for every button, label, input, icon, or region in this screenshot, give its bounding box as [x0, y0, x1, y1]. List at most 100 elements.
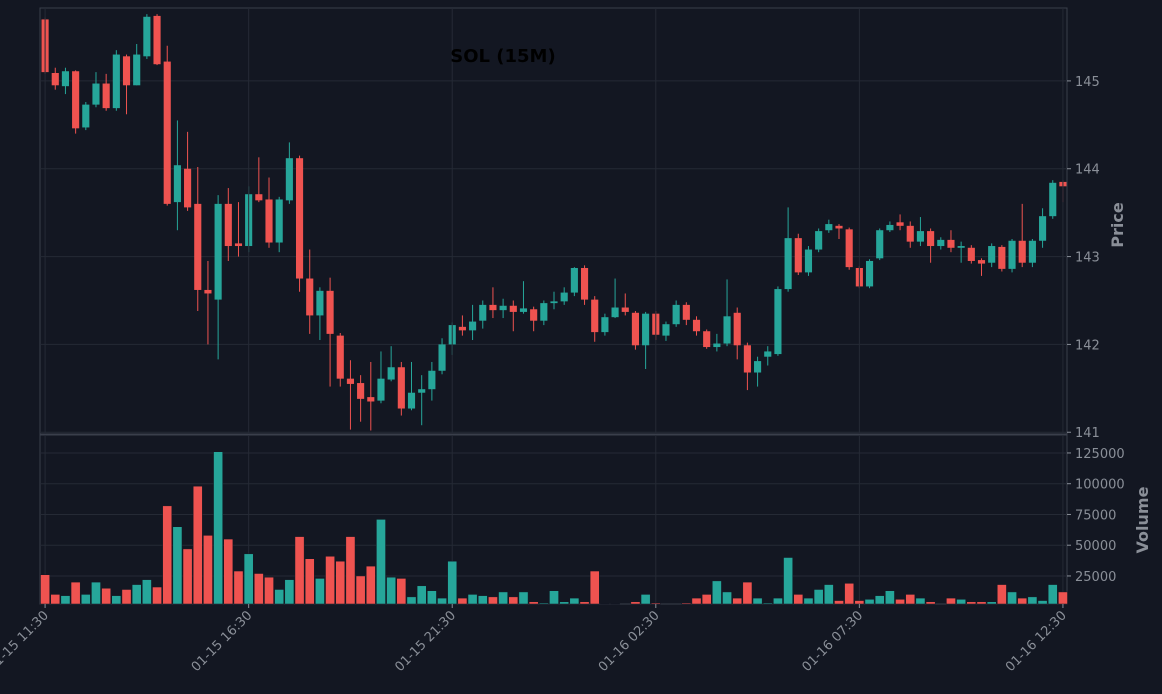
x-tick-label: 01-16 12:30 — [1003, 608, 1070, 675]
candle-body — [1018, 240, 1026, 263]
volume-bar — [233, 570, 244, 605]
volume-bar — [203, 535, 213, 605]
volume-bar — [630, 601, 641, 605]
x-tick-label: 01-16 02:30 — [596, 608, 663, 675]
candle-body — [469, 321, 477, 331]
volume-bar — [722, 591, 732, 605]
candle-body — [51, 72, 59, 86]
volume-bar — [650, 602, 661, 605]
volume-bar — [101, 588, 111, 605]
candle-body — [611, 307, 619, 318]
volume-bar — [915, 597, 926, 605]
volume-bar — [243, 553, 254, 605]
candle-body — [927, 231, 935, 247]
candle-body — [336, 335, 344, 379]
volume-bar — [681, 602, 692, 605]
candle-body — [214, 203, 222, 300]
candle-body — [275, 199, 283, 243]
chart-title: SOL (15M) — [450, 46, 555, 67]
volume-bar — [579, 601, 590, 605]
x-tick-label: 01-15 16:30 — [189, 608, 256, 675]
volume-bar — [691, 597, 702, 605]
volume-bar — [813, 589, 824, 605]
volume-bar — [335, 560, 346, 605]
candle-body — [153, 15, 161, 65]
candle-body — [937, 239, 945, 247]
candle-body — [845, 229, 853, 268]
volume-bar — [966, 601, 977, 605]
volume-bar — [416, 585, 427, 605]
volume-bar — [376, 519, 386, 605]
volume-bar — [345, 536, 356, 605]
volume-bar — [213, 451, 223, 605]
candle-body — [519, 308, 528, 312]
volume-bar — [294, 536, 305, 605]
volume-bar — [956, 599, 966, 605]
candle-body — [703, 331, 711, 348]
plot-layer: 141 142 143 144 145 25000 50000 75000 100000 1250… — [0, 8, 1125, 675]
candle-body — [295, 158, 304, 279]
candle-body — [1039, 216, 1047, 241]
volume-bar — [885, 590, 895, 605]
candle-body — [509, 305, 517, 312]
x-tick-label: 01-15 11:30 — [0, 608, 52, 675]
candle-body — [947, 239, 955, 248]
candle-body — [713, 343, 721, 348]
candle-body — [72, 71, 80, 129]
candle-body — [92, 83, 100, 105]
volume-bar — [854, 600, 865, 605]
volume-bar — [488, 596, 498, 605]
volume-bar — [274, 589, 285, 605]
volume-bar — [304, 558, 315, 605]
volume-bar — [539, 602, 549, 605]
volume-bar — [528, 601, 539, 605]
candle-body — [835, 225, 843, 229]
candle-body — [692, 319, 701, 332]
volume-bar — [142, 579, 152, 605]
y-tick-label: 25000 — [1075, 570, 1116, 585]
volume-bar — [406, 596, 417, 605]
volume-bar — [60, 595, 71, 605]
candle-body — [377, 378, 385, 401]
volume-bar — [498, 591, 508, 605]
volume-bar — [1027, 596, 1038, 605]
volume-bar — [773, 597, 783, 605]
candle-body — [733, 312, 741, 346]
candle-body — [326, 290, 334, 334]
volume-bar — [325, 556, 335, 605]
candle-body — [122, 56, 131, 86]
volume-bar — [895, 599, 905, 605]
x-tick-label: 01-15 21:30 — [392, 608, 459, 675]
candle-body — [397, 367, 405, 409]
volume-bar — [396, 578, 407, 605]
volume-bar — [264, 576, 274, 605]
candle-body — [224, 203, 232, 247]
volume-bar — [589, 570, 600, 605]
candle-body — [418, 389, 426, 393]
volume-bar — [997, 584, 1007, 605]
candle-body — [499, 305, 507, 311]
volume-bar — [1037, 600, 1048, 605]
volume-bar — [477, 595, 488, 605]
candle-body — [1028, 240, 1036, 263]
candle-body — [642, 313, 650, 346]
candle-body — [407, 392, 416, 409]
candle-body — [560, 292, 568, 302]
candle-body — [774, 289, 782, 355]
volume-bar — [50, 594, 61, 605]
volume-bar — [701, 594, 712, 605]
candle-body — [998, 246, 1006, 269]
candle-body — [896, 222, 904, 226]
volume-bar — [192, 485, 203, 605]
candle-body — [306, 278, 314, 316]
candle-body — [743, 345, 751, 373]
volume-bar — [803, 597, 814, 605]
candle-body — [204, 289, 212, 294]
volume-bar — [1007, 591, 1017, 605]
candle-body — [234, 243, 243, 247]
candle-body — [265, 199, 273, 243]
volume-bar — [905, 594, 916, 605]
candle-body — [255, 194, 263, 201]
volume-bar — [172, 526, 183, 605]
volume-bar — [40, 574, 50, 605]
